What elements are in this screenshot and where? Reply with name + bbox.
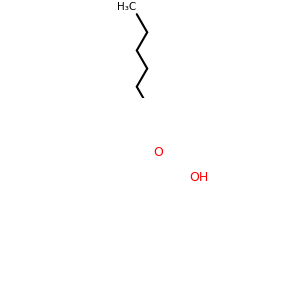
Text: H₃C: H₃C <box>117 2 136 12</box>
Text: O: O <box>153 146 163 159</box>
Text: OH: OH <box>189 171 208 184</box>
Polygon shape <box>146 214 149 232</box>
